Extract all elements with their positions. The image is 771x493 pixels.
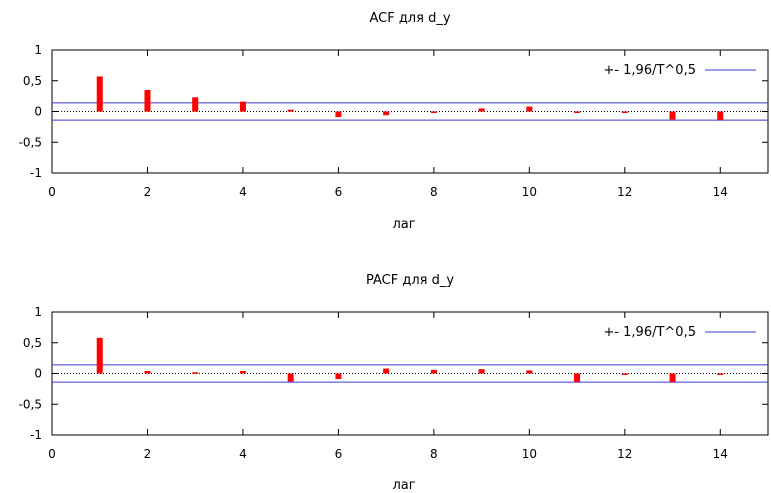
acf-bar-lag-14 [717,111,724,121]
acf-bar-lag-4 [239,101,246,112]
pacf-bar-lag-9 [478,369,485,374]
pacf-x-tick-label: 14 [713,447,728,461]
acf-x-tick-label: 8 [430,185,438,199]
acf-bar-lag-10 [526,106,533,112]
pacf-legend-label: +- 1,96/T^0,5 [603,325,696,340]
acf-x-tick-label: 2 [144,185,152,199]
acf-x-tick-label: 6 [335,185,343,199]
acf-bar-lag-7 [383,111,390,116]
pacf-bar-lag-14 [717,373,724,375]
pacf-y-tick-label: -0,5 [19,397,42,411]
acf-x-tick-label: 10 [522,185,537,199]
acf-bar-lag-2 [144,89,151,112]
pacf-x-tick-label: 0 [48,447,56,461]
acf-bar-lag-6 [335,111,342,118]
pacf-bar-lag-7 [383,368,390,374]
acf-title: ACF для d_y [369,11,450,26]
pacf-bar-lag-13 [669,373,676,383]
pacf-panel: PACF для d_y 1 0,5 0 -0,5 -1 0 2 4 6 8 10 12 14 лаг +- … [19,273,769,493]
pacf-bar-lag-1 [96,337,103,374]
pacf-x-tick-label: 6 [335,447,343,461]
acf-y-tick-label: -1 [30,166,42,180]
pacf-y-tick-label: 0 [34,367,42,381]
acf-y-tick-label: 1 [34,43,42,57]
pacf-bar-lag-3 [192,372,199,374]
acf-y-tick-label: 0,5 [23,74,42,88]
pacf-x-tick-label: 10 [522,447,537,461]
pacf-x-tick-label: 8 [430,447,438,461]
acf-x-axis-label: лаг [392,217,415,232]
pacf-y-tick-label: -1 [30,428,42,442]
pacf-bar-lag-5 [287,373,294,382]
acf-bar-lag-12 [621,111,628,113]
pacf-bar-lag-8 [430,369,437,374]
acf-bar-lag-9 [478,108,485,112]
acf-x-tick-label: 12 [617,185,632,199]
pacf-bar-lag-4 [239,371,246,374]
acf-panel: ACF для d_y 1 0,5 0 -0,5 -1 0 2 4 6 8 10 12 14 лаг +- 1… [19,11,769,232]
pacf-x-tick-label: 2 [144,447,152,461]
acf-bar-lag-8 [430,111,437,113]
acf-x-tick-label: 14 [713,185,728,199]
acf-x-tick-label: 4 [239,185,247,199]
pacf-bar-lag-11 [574,373,581,383]
pacf-x-tick-label: 12 [617,447,632,461]
acf-x-tick-label: 0 [48,185,56,199]
acf-bar-lag-1 [96,76,103,112]
pacf-title: PACF для d_y [366,273,454,288]
pacf-x-axis-label: лаг [392,478,415,493]
pacf-bar-lag-10 [526,370,533,374]
acf-y-tick-label: 0 [34,105,42,119]
pacf-bar-lag-12 [621,373,628,375]
pacf-x-tick-label: 4 [239,447,247,461]
pacf-bar-lag-2 [144,371,151,374]
acf-bar-lag-3 [192,97,199,112]
acf-bar-lag-13 [669,111,676,120]
pacf-y-tick-label: 0,5 [23,336,42,350]
acf-bar-lag-11 [574,111,581,113]
pacf-bar-lag-6 [335,373,342,380]
acf-legend-label: +- 1,96/T^0,5 [603,63,696,78]
acf-y-tick-label: -0,5 [19,135,42,149]
acf-bar-lag-5 [287,109,294,112]
pacf-y-tick-label: 1 [34,305,42,319]
